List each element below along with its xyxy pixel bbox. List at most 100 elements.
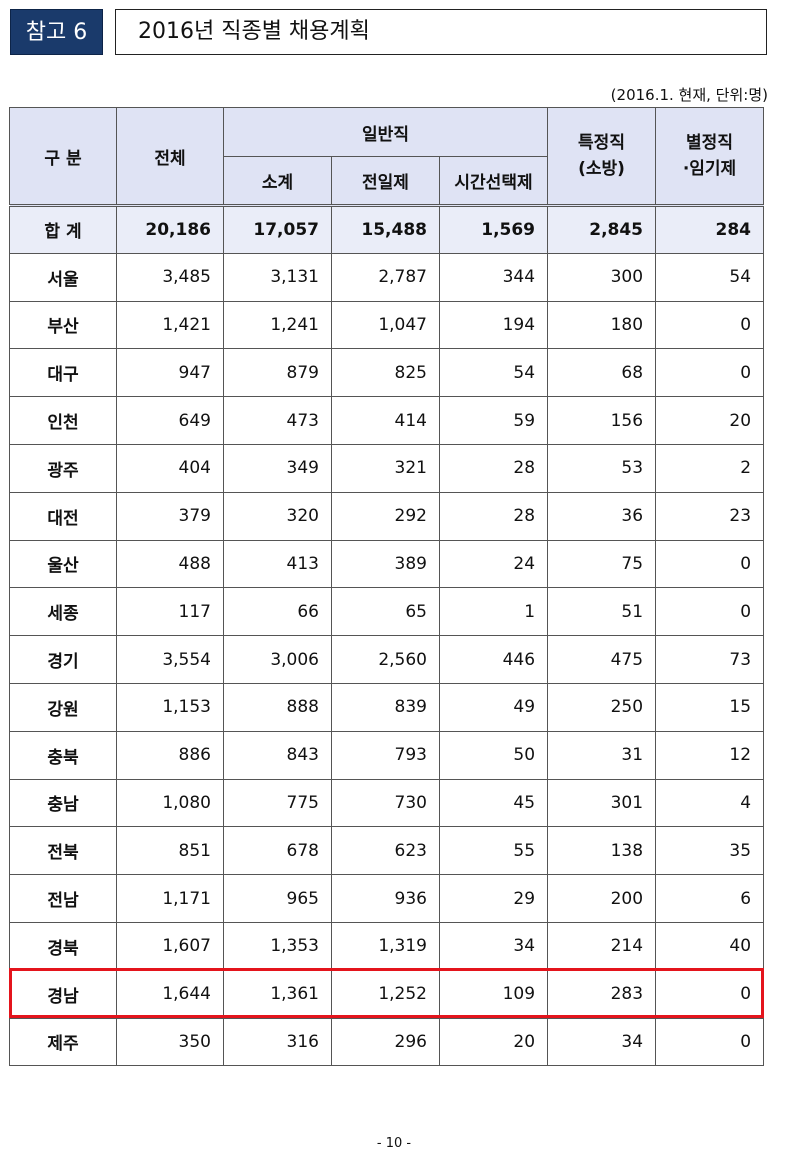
cell-fulltime: 389 — [331, 539, 440, 589]
table-row: 대구 947 879 825 54 68 0 — [9, 348, 765, 398]
cell-fulltime: 15,488 — [331, 205, 440, 254]
cell-total: 649 — [116, 396, 224, 445]
cell-parttime: 24 — [438, 539, 549, 589]
cell-other: 40 — [655, 921, 765, 971]
table-body: 합 계 20,186 17,057 15,488 1,569 2,845 284 서울 3,48… — [9, 205, 765, 1067]
cell-special: 214 — [547, 921, 657, 971]
cell-fulltime: 623 — [331, 826, 440, 876]
cell-other: 6 — [655, 874, 765, 923]
table-row: 광주 404 349 321 28 53 2 — [9, 443, 765, 493]
cell-special: 200 — [547, 874, 657, 923]
cell-total: 1,171 — [116, 874, 224, 923]
cell-parttime: 54 — [438, 348, 549, 398]
cell-total: 1,153 — [116, 682, 224, 732]
cell-special: 283 — [547, 969, 657, 1019]
cell-subtotal: 1,353 — [223, 921, 332, 971]
table-row: 부산 1,421 1,241 1,047 194 180 0 — [9, 300, 765, 350]
page-title: 2016년 직종별 채용계획 — [115, 9, 767, 55]
cell-total: 350 — [116, 1017, 224, 1067]
cell-other: 12 — [655, 730, 765, 780]
cell-region: 대구 — [9, 348, 117, 398]
cell-parttime: 194 — [438, 300, 549, 350]
cell-region: 전남 — [9, 874, 117, 923]
cell-fulltime: 2,787 — [331, 252, 440, 302]
cell-parttime: 344 — [438, 252, 549, 302]
cell-total: 886 — [116, 730, 224, 780]
cell-parttime: 1,569 — [438, 205, 549, 254]
cell-region: 대전 — [9, 491, 117, 541]
cell-subtotal: 3,131 — [223, 252, 332, 302]
cell-region: 부산 — [9, 300, 117, 350]
cell-fulltime: 65 — [331, 587, 440, 637]
cell-subtotal: 473 — [223, 396, 332, 445]
cell-other: 73 — [655, 635, 765, 684]
cell-region: 충남 — [9, 778, 117, 828]
cell-fulltime: 730 — [331, 778, 440, 828]
cell-total: 117 — [116, 587, 224, 637]
cell-special: 180 — [547, 300, 657, 350]
cell-fulltime: 936 — [331, 874, 440, 923]
cell-region: 경기 — [9, 635, 117, 684]
cell-other: 0 — [655, 539, 765, 589]
cell-total: 3,554 — [116, 635, 224, 684]
cell-special: 51 — [547, 587, 657, 637]
cell-region: 경남 — [9, 969, 117, 1019]
cell-subtotal: 843 — [223, 730, 332, 780]
table-row: 경북 1,607 1,353 1,319 34 214 40 — [9, 921, 765, 971]
cell-other: 0 — [655, 348, 765, 398]
cell-parttime: 28 — [438, 443, 549, 493]
cell-subtotal: 1,361 — [223, 969, 332, 1019]
cell-other: 0 — [655, 587, 765, 637]
cell-special: 36 — [547, 491, 657, 541]
cell-fulltime: 839 — [331, 682, 440, 732]
cell-fulltime: 793 — [331, 730, 440, 780]
table-row: 경기 3,554 3,006 2,560 446 475 73 — [9, 635, 765, 684]
table-row: 울산 488 413 389 24 75 0 — [9, 539, 765, 589]
cell-subtotal: 965 — [223, 874, 332, 923]
cell-fulltime: 321 — [331, 443, 440, 493]
cell-total: 488 — [116, 539, 224, 589]
title-area: 참고 6 2016년 직종별 채용계획 — [10, 9, 767, 55]
cell-other: 54 — [655, 252, 765, 302]
cell-parttime: 45 — [438, 778, 549, 828]
cell-parttime: 49 — [438, 682, 549, 732]
cell-parttime: 29 — [438, 874, 549, 923]
cell-subtotal: 879 — [223, 348, 332, 398]
cell-region: 강원 — [9, 682, 117, 732]
table-row: 전남 1,171 965 936 29 200 6 — [9, 874, 765, 923]
cell-parttime: 55 — [438, 826, 549, 876]
cell-region: 세종 — [9, 587, 117, 637]
cell-region: 경북 — [9, 921, 117, 971]
table-row: 경남 1,644 1,361 1,252 109 283 0 — [9, 969, 765, 1019]
table-row: 충남 1,080 775 730 45 301 4 — [9, 778, 765, 828]
header-parttime: 시간선택제 — [438, 156, 549, 206]
cell-subtotal: 3,006 — [223, 635, 332, 684]
cell-region: 합 계 — [9, 205, 117, 254]
cell-region: 서울 — [9, 252, 117, 302]
cell-special: 300 — [547, 252, 657, 302]
table-row: 제주 350 316 296 20 34 0 — [9, 1017, 765, 1067]
table-row: 대전 379 320 292 28 36 23 — [9, 491, 765, 541]
cell-subtotal: 1,241 — [223, 300, 332, 350]
cell-fulltime: 1,252 — [331, 969, 440, 1019]
cell-region: 전북 — [9, 826, 117, 876]
table-row: 세종 117 66 65 1 51 0 — [9, 587, 765, 637]
cell-total: 1,080 — [116, 778, 224, 828]
cell-subtotal: 349 — [223, 443, 332, 493]
cell-special: 34 — [547, 1017, 657, 1067]
cell-other: 35 — [655, 826, 765, 876]
cell-parttime: 59 — [438, 396, 549, 445]
cell-region: 충북 — [9, 730, 117, 780]
cell-fulltime: 414 — [331, 396, 440, 445]
cell-region: 울산 — [9, 539, 117, 589]
cell-fulltime: 1,047 — [331, 300, 440, 350]
cell-subtotal: 413 — [223, 539, 332, 589]
cell-subtotal: 17,057 — [223, 205, 332, 254]
page-number: - 10 - — [376, 1136, 412, 1151]
cell-fulltime: 292 — [331, 491, 440, 541]
header-special: 특정직 (소방) — [547, 107, 657, 206]
cell-subtotal: 888 — [223, 682, 332, 732]
table-row: 충북 886 843 793 50 31 12 — [9, 730, 765, 780]
cell-fulltime: 296 — [331, 1017, 440, 1067]
cell-total: 404 — [116, 443, 224, 493]
